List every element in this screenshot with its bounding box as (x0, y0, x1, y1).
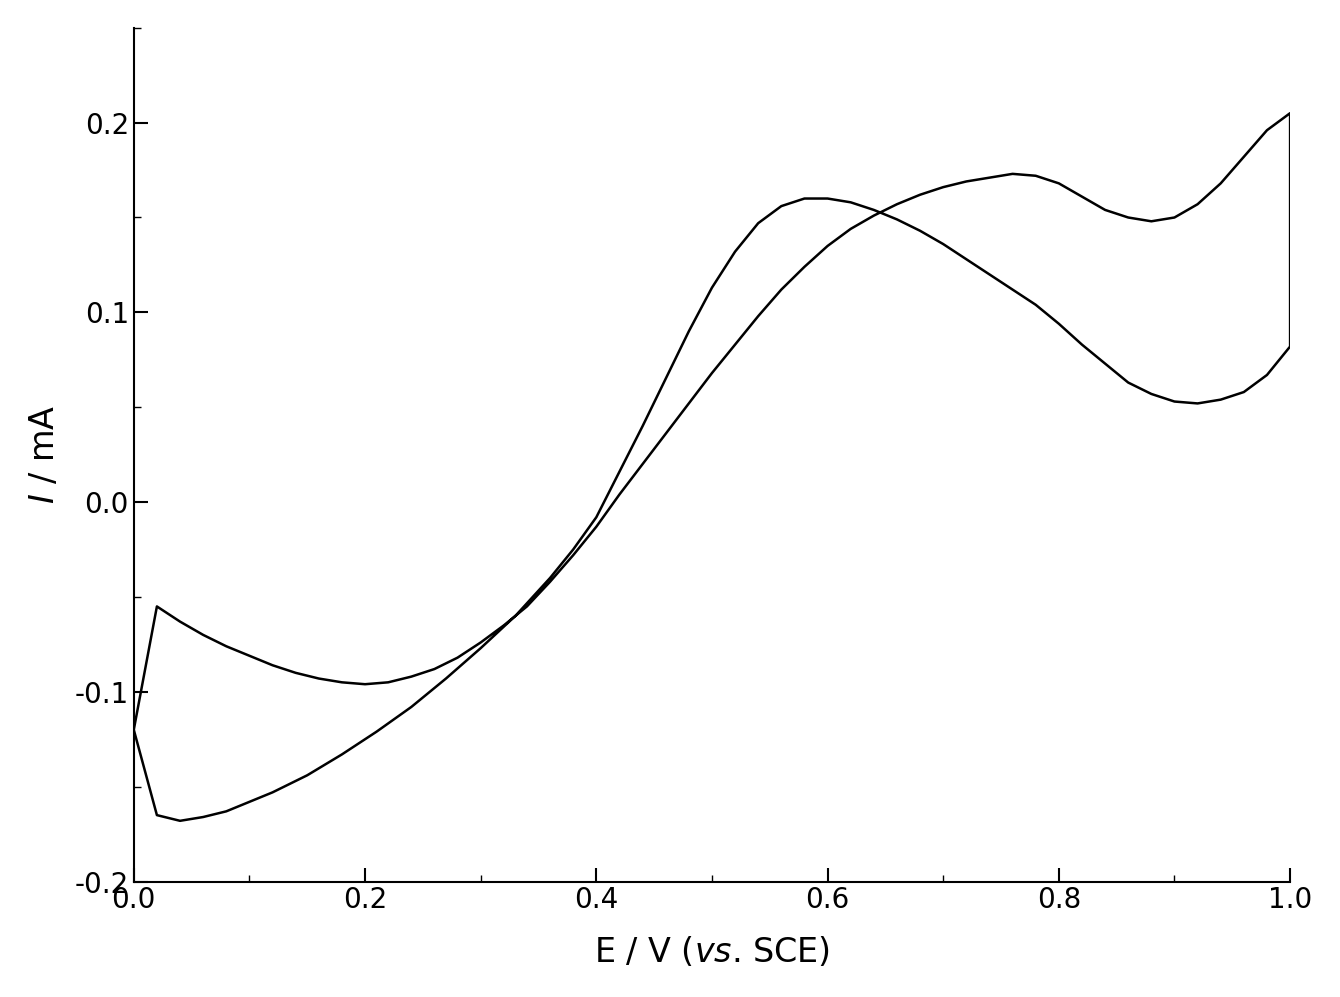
Y-axis label: $\it{I}$ / mA: $\it{I}$ / mA (28, 405, 60, 504)
X-axis label: E / V ($\it{vs}$. SCE): E / V ($\it{vs}$. SCE) (594, 935, 829, 969)
